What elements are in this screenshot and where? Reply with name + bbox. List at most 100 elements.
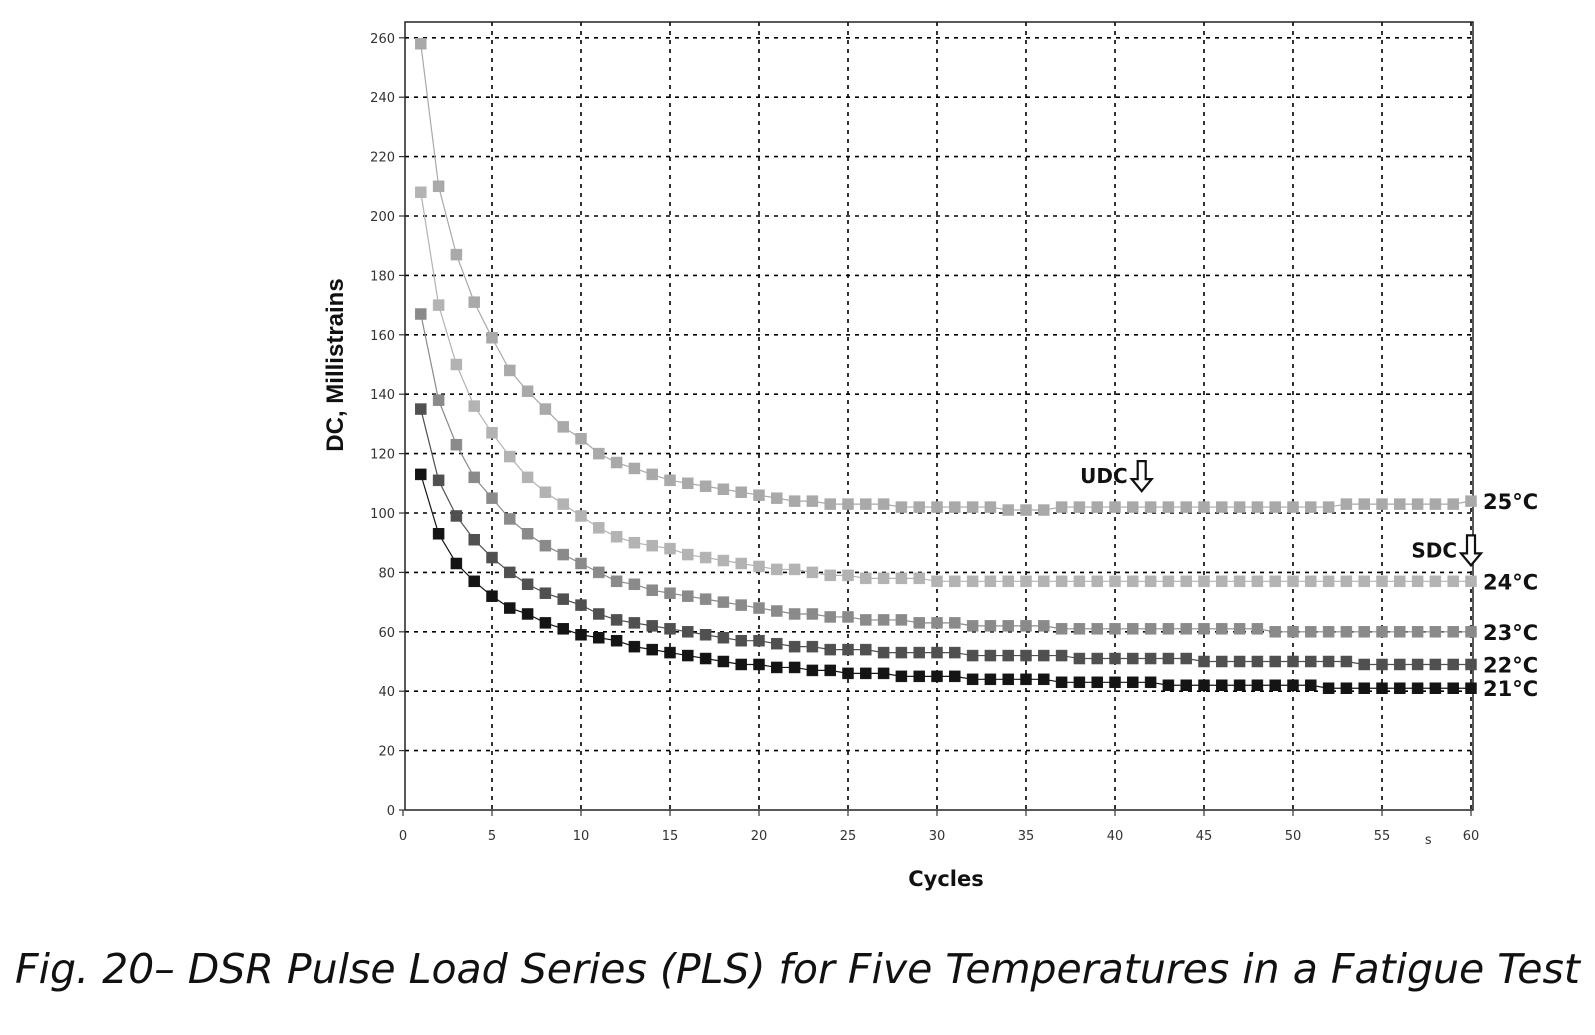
data-point — [539, 539, 552, 552]
data-point — [610, 456, 623, 469]
data-point — [824, 664, 836, 677]
annotation-udc: UDC — [1080, 460, 1155, 493]
data-point — [1287, 501, 1299, 513]
data-point — [593, 608, 605, 620]
y-tick-label: 60 — [378, 626, 395, 641]
y-axis-title: DC, Millistrains — [322, 278, 349, 451]
data-point — [824, 611, 836, 623]
data-point — [1055, 623, 1068, 635]
data-point — [432, 180, 445, 193]
x-tick-label: 60 — [1463, 829, 1480, 844]
data-point — [860, 643, 872, 656]
series-layer — [415, 37, 1477, 694]
data-point — [1216, 575, 1228, 588]
data-point — [699, 551, 712, 564]
data-point — [1233, 679, 1246, 692]
data-point — [1411, 498, 1424, 510]
data-point — [735, 557, 747, 570]
data-point — [468, 296, 480, 308]
data-point — [1305, 679, 1317, 692]
data-point — [682, 590, 694, 602]
data-point — [788, 640, 801, 653]
data-point — [931, 646, 943, 659]
data-point — [753, 602, 765, 614]
data-point — [984, 673, 997, 686]
data-point — [664, 587, 676, 599]
data-point — [1287, 655, 1299, 668]
series-label: 22°C — [1483, 653, 1538, 677]
data-point — [1376, 498, 1388, 510]
data-point — [432, 394, 445, 406]
data-point — [557, 623, 569, 635]
data-point — [682, 626, 694, 638]
data-point — [1394, 682, 1406, 694]
data-point — [468, 471, 480, 484]
data-point — [557, 421, 569, 433]
data-point — [1109, 652, 1121, 665]
data-point — [1180, 679, 1192, 692]
data-point — [1144, 501, 1157, 513]
data-point — [682, 649, 694, 662]
data-point — [1216, 679, 1228, 692]
data-point — [1073, 676, 1086, 689]
x-tick-label: 50 — [1285, 829, 1302, 844]
series-line — [420, 192, 1471, 582]
data-point — [610, 575, 623, 588]
data-point — [575, 557, 587, 570]
data-point — [1465, 575, 1477, 588]
data-point — [1269, 501, 1281, 513]
data-point — [1358, 682, 1370, 694]
data-point — [842, 498, 854, 510]
data-point — [806, 608, 819, 620]
data-point — [1287, 626, 1299, 638]
x-tick-label: 5 — [488, 829, 496, 844]
data-point — [895, 670, 908, 683]
data-point — [1287, 679, 1299, 692]
data-point — [1180, 501, 1192, 513]
data-point — [1055, 676, 1068, 689]
data-point — [753, 489, 765, 501]
down-arrow-icon — [1458, 534, 1484, 568]
data-point — [1073, 501, 1086, 513]
data-point — [842, 569, 854, 582]
data-point — [1447, 682, 1459, 694]
data-point — [966, 673, 979, 686]
data-point — [1216, 501, 1228, 513]
data-point — [1020, 575, 1032, 588]
series-labels: 25°C 24°C 23°C 22°C21°C — [1483, 490, 1538, 701]
data-point — [1091, 623, 1103, 635]
data-point — [628, 462, 641, 475]
data-point — [717, 596, 730, 608]
data-point — [824, 643, 836, 656]
data-point — [1411, 682, 1424, 694]
data-point — [1429, 575, 1442, 588]
data-point — [1055, 649, 1068, 662]
data-point — [1251, 501, 1264, 513]
x-tick-label: 15 — [662, 829, 679, 844]
y-tick-label: 40 — [378, 685, 395, 700]
data-point — [593, 631, 605, 644]
data-point — [646, 584, 658, 596]
x-tick-label: 20 — [751, 829, 768, 844]
data-point — [1091, 676, 1103, 689]
data-point — [646, 539, 658, 552]
data-point — [699, 593, 712, 605]
data-point — [788, 495, 801, 507]
series-3 — [415, 403, 1477, 671]
series-label: 23°C — [1483, 621, 1538, 645]
data-point — [1162, 501, 1175, 513]
data-point — [1394, 575, 1406, 588]
data-point — [1340, 655, 1353, 668]
data-point — [1198, 655, 1210, 668]
data-point — [735, 486, 747, 498]
data-point — [664, 542, 676, 555]
x-tick-label: 30 — [929, 829, 946, 844]
data-point — [984, 575, 997, 588]
y-tick-label: 0 — [387, 804, 395, 819]
data-point — [860, 572, 872, 585]
data-point — [593, 447, 605, 460]
data-point — [575, 510, 587, 522]
data-point — [1429, 626, 1442, 638]
y-tick-label: 160 — [370, 329, 395, 344]
data-point — [1429, 498, 1442, 510]
